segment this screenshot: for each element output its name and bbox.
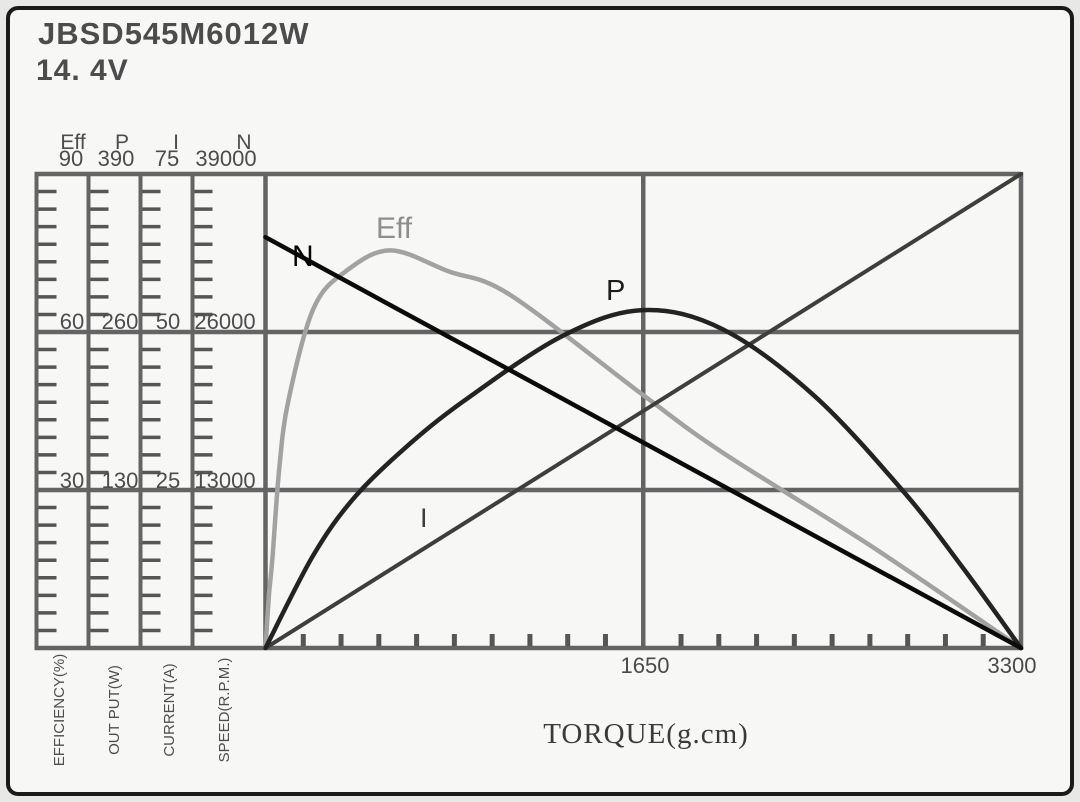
current-curve bbox=[263, 172, 1023, 650]
n-tick-13000: 13000 bbox=[194, 468, 256, 493]
eff-tick-30: 30 bbox=[59, 468, 85, 493]
current-curve-label: I bbox=[420, 503, 428, 533]
scale-name-n: N bbox=[236, 131, 252, 154]
n-tick-26000: 26000 bbox=[194, 309, 256, 334]
speed-axis-label: SPEED(R.P.M.) bbox=[216, 657, 233, 763]
speed-curve bbox=[263, 234, 1024, 651]
output-axis-label: OUT PUT(W) bbox=[106, 665, 123, 755]
chart-border-frame bbox=[6, 6, 1074, 796]
p-tick-260: 260 bbox=[101, 309, 139, 334]
eff-tick-60: 60 bbox=[59, 309, 85, 334]
axis-ticks bbox=[38, 189, 986, 646]
i-tick-50: 50 bbox=[155, 309, 181, 334]
i-tick-75: 75 bbox=[154, 146, 180, 171]
model-title: JBSD545M6012W bbox=[38, 16, 310, 51]
scale-name-eff: Eff bbox=[60, 131, 86, 154]
efficiency-curve bbox=[263, 248, 1024, 651]
n-tick-39000: 39000 bbox=[195, 146, 257, 171]
p-tick-390: 390 bbox=[97, 146, 135, 171]
power-curve bbox=[263, 307, 1024, 651]
current-axis-label: CURRENT(A) bbox=[161, 663, 178, 757]
voltage-title: 14. 4V bbox=[36, 54, 129, 87]
speed-curve-label: N bbox=[292, 240, 314, 273]
efficiency-curve-label: Eff bbox=[376, 212, 413, 245]
eff-tick-90: 90 bbox=[58, 146, 84, 171]
p-tick-130: 130 bbox=[101, 468, 139, 493]
scale-name-p: P bbox=[114, 131, 130, 154]
scale-name-i: I bbox=[173, 131, 179, 154]
efficiency-axis-label: EFFICIENCY(%) bbox=[51, 653, 68, 767]
i-tick-25: 25 bbox=[155, 468, 181, 493]
grid-lines bbox=[34, 171, 1024, 651]
x-tick-3300: 3300 bbox=[987, 653, 1037, 678]
x-axis-title: TORQUE(g.cm) bbox=[543, 718, 749, 750]
performance-curves bbox=[263, 172, 1024, 651]
power-curve-label: P bbox=[606, 275, 626, 307]
x-tick-1650: 1650 bbox=[620, 653, 670, 678]
